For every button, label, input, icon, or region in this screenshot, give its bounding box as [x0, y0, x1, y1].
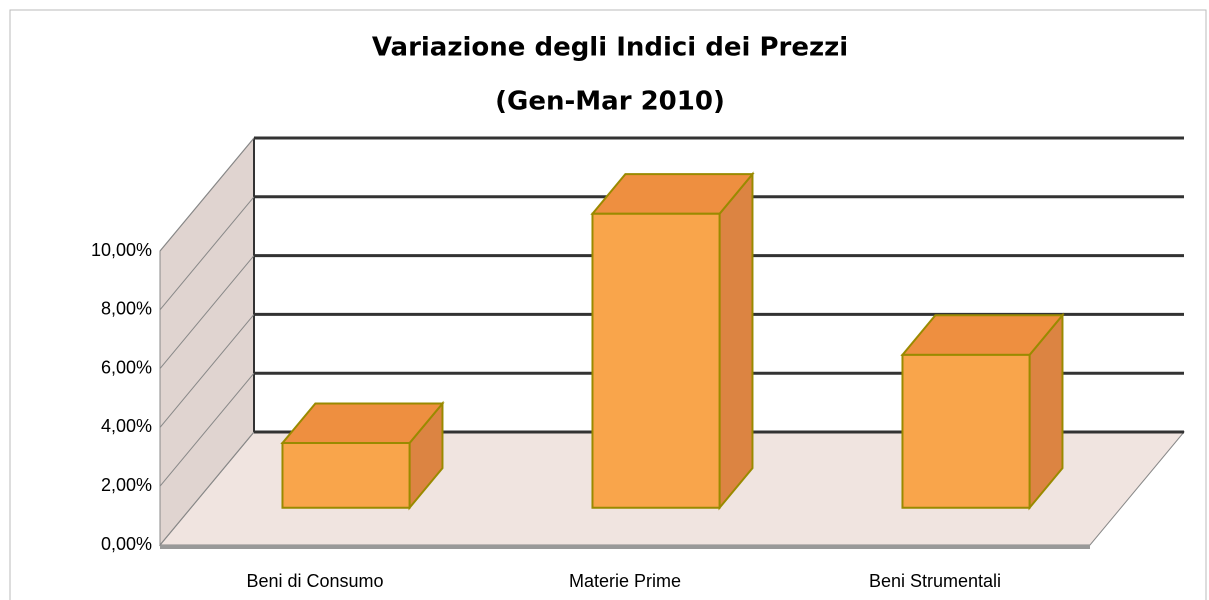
chart-subtitle: (Gen-Mar 2010) — [495, 87, 725, 117]
y-tick-label: 6,00% — [101, 357, 152, 377]
chart-title: Variazione degli Indici dei Prezzi — [372, 33, 848, 63]
grid-line — [159, 196, 255, 311]
bar — [900, 312, 1065, 511]
y-tick-label: 8,00% — [101, 299, 152, 319]
x-tick-label: Beni Strumentali — [869, 571, 1001, 591]
bar-front — [901, 353, 1031, 509]
bar-front — [591, 212, 721, 509]
bar-side — [718, 171, 754, 511]
bar — [280, 400, 445, 511]
x-tick-label: Materie Prime — [569, 571, 681, 591]
grid-line — [159, 431, 255, 546]
grid-line — [159, 372, 255, 487]
y-tick-label: 0,00% — [101, 534, 152, 554]
y-tick-label: 2,00% — [101, 475, 152, 495]
bar-front — [281, 442, 411, 509]
x-tick-label: Beni di Consumo — [246, 571, 383, 591]
grid-line — [159, 255, 255, 369]
bar — [590, 171, 755, 511]
y-tick-label: 10,00% — [91, 240, 152, 260]
grid-line — [159, 314, 255, 428]
grid-line — [159, 137, 255, 252]
y-tick-label: 4,00% — [101, 416, 152, 436]
